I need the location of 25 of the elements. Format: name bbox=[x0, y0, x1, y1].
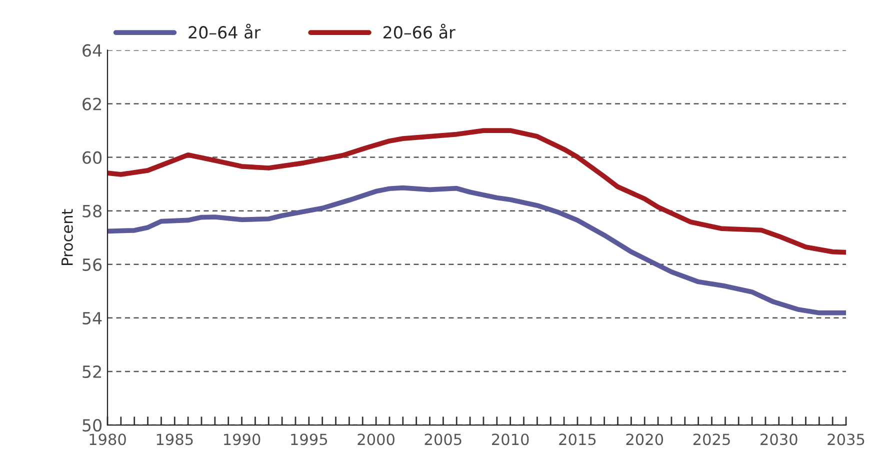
y-tick-label: 52 bbox=[82, 365, 101, 378]
y-tick-label: 54 bbox=[82, 312, 102, 324]
x-tick-label: 2035 bbox=[828, 434, 864, 446]
x-tick-label: 2015 bbox=[559, 434, 596, 446]
x-tick-label: 1985 bbox=[156, 434, 193, 446]
x-tick-label: 2025 bbox=[693, 434, 730, 446]
line-series bbox=[108, 185, 846, 316]
y-tick-label: 62 bbox=[82, 98, 101, 110]
y-tick-label: 56 bbox=[82, 258, 102, 271]
x-tick-label: 2000 bbox=[358, 434, 394, 446]
x-tick-label: 1980 bbox=[90, 434, 126, 446]
y-tick-label: 58 bbox=[82, 204, 102, 218]
x-tick-label: 2010 bbox=[492, 434, 529, 446]
x-tick-label: 1990 bbox=[224, 434, 260, 446]
y-tick-label: 50 bbox=[82, 418, 102, 432]
legend-label: 20–66 år bbox=[384, 24, 456, 39]
x-tick-label: 2005 bbox=[424, 434, 462, 446]
legend-label: 20–64 år bbox=[188, 24, 261, 39]
x-tick-label: 2030 bbox=[760, 434, 798, 446]
x-tick-label: 1995 bbox=[291, 434, 328, 446]
y-tick-label: 64 bbox=[82, 44, 102, 57]
y-tick-label: 60 bbox=[82, 151, 102, 164]
x-tick-label: 2020 bbox=[626, 434, 664, 446]
y-axis-title: Procent bbox=[62, 209, 73, 265]
line-series bbox=[108, 128, 846, 255]
